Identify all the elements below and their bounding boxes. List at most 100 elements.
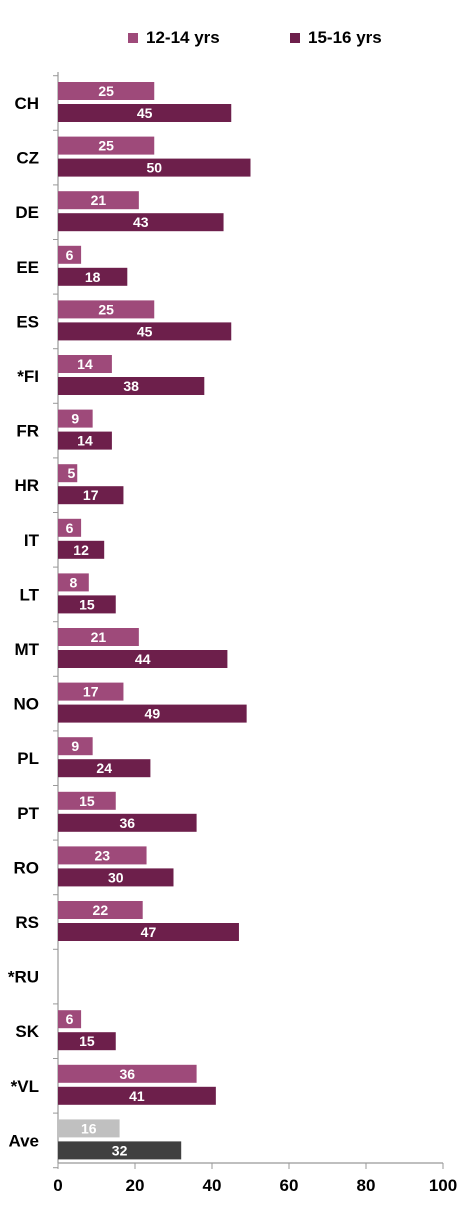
bar-12-14-HR xyxy=(58,464,78,483)
category-label-HR: HR xyxy=(14,476,39,495)
bar-15-16-RS xyxy=(58,923,239,941)
bar-12-14-star-FI xyxy=(58,355,112,373)
value-label-12-14-star-VL: 36 xyxy=(120,1066,136,1082)
value-label-15-16-EE: 18 xyxy=(85,269,101,285)
value-label-15-16-DE: 43 xyxy=(133,214,149,230)
category-label-PL: PL xyxy=(17,749,39,768)
legend-swatch-15-16 xyxy=(290,33,300,43)
bar-12-14-EE xyxy=(58,245,82,264)
bar-12-14-NO xyxy=(58,682,124,701)
bar-15-16-Ave xyxy=(58,1141,182,1160)
bar-15-16-ES xyxy=(58,322,232,341)
value-label-12-14-DE: 21 xyxy=(91,192,107,208)
bar-12-14-PT xyxy=(58,791,116,810)
value-label-15-16-LT: 15 xyxy=(79,596,95,612)
value-label-15-16-IT: 12 xyxy=(73,542,89,558)
category-label-SK: SK xyxy=(15,1022,39,1041)
value-label-12-14-PT: 15 xyxy=(79,793,95,809)
bar-15-16-PL xyxy=(58,759,151,778)
value-label-15-16-star-VL: 41 xyxy=(129,1088,145,1104)
category-label-DE: DE xyxy=(15,203,39,222)
value-label-15-16-star-FI: 38 xyxy=(123,378,139,394)
bar-15-16-star-FI xyxy=(58,377,205,395)
bar-12-14-LT xyxy=(58,573,89,592)
bar-12-14-MT xyxy=(58,628,139,646)
bar-15-16-PT xyxy=(58,813,197,832)
category-label-MT: MT xyxy=(14,640,39,659)
value-label-15-16-CZ: 50 xyxy=(146,160,162,176)
value-label-15-16-HR: 17 xyxy=(83,487,99,503)
category-label-ES: ES xyxy=(16,312,39,331)
value-label-12-14-HR: 5 xyxy=(67,465,75,481)
x-tick-label-100: 100 xyxy=(429,1176,457,1195)
legend-swatch-12-14 xyxy=(128,33,138,43)
value-label-15-16-RO: 30 xyxy=(108,869,124,885)
bar-12-14-star-VL xyxy=(58,1064,197,1083)
bar-12-14-CZ xyxy=(58,136,155,155)
category-label-CH: CH xyxy=(14,94,39,113)
category-label-PT: PT xyxy=(17,804,39,823)
x-tick-label-80: 80 xyxy=(357,1176,376,1195)
value-label-12-14-FR: 9 xyxy=(71,411,79,427)
category-label-FR: FR xyxy=(16,422,39,441)
value-label-15-16-PT: 36 xyxy=(120,815,136,831)
bar-15-16-RO xyxy=(58,868,174,887)
bar-15-16-DE xyxy=(58,213,224,232)
category-label-NO: NO xyxy=(14,695,40,714)
legend-label-15-16: 15-16 yrs xyxy=(308,28,382,47)
value-label-12-14-Ave: 16 xyxy=(81,1120,97,1136)
bar-15-16-FR xyxy=(58,431,112,450)
value-label-15-16-NO: 49 xyxy=(145,706,161,722)
bar-12-14-IT xyxy=(58,518,82,537)
category-label-LT: LT xyxy=(19,585,39,604)
value-label-12-14-LT: 8 xyxy=(70,574,78,590)
bar-15-16-IT xyxy=(58,540,105,559)
bar-15-16-MT xyxy=(58,650,228,668)
category-label-RO: RO xyxy=(14,858,40,877)
legend-item-12-14: 12-14 yrs xyxy=(128,28,220,48)
x-tick-label-0: 0 xyxy=(53,1176,62,1195)
value-label-12-14-CZ: 25 xyxy=(98,138,114,154)
value-label-12-14-ES: 25 xyxy=(98,301,114,317)
value-label-15-16-FR: 14 xyxy=(77,433,93,449)
value-label-12-14-EE: 6 xyxy=(66,247,74,263)
bar-12-14-PL xyxy=(58,737,93,756)
x-tick-label-40: 40 xyxy=(203,1176,222,1195)
x-tick-label-20: 20 xyxy=(126,1176,145,1195)
value-label-12-14-star-FI: 14 xyxy=(77,356,93,372)
category-label-EE: EE xyxy=(16,258,39,277)
value-label-15-16-Ave: 32 xyxy=(112,1142,128,1158)
category-label-star-FI: *FI xyxy=(17,367,39,386)
value-label-12-14-NO: 17 xyxy=(83,684,99,700)
category-label-star-VL: *VL xyxy=(11,1077,39,1096)
category-label-RS: RS xyxy=(15,913,39,932)
bar-15-16-SK xyxy=(58,1032,116,1051)
bar-15-16-EE xyxy=(58,267,128,286)
bar-15-16-star-VL xyxy=(58,1086,216,1105)
x-tick-label-60: 60 xyxy=(280,1176,299,1195)
bar-15-16-HR xyxy=(58,486,124,505)
bar-15-16-LT xyxy=(58,595,116,614)
value-label-12-14-CH: 25 xyxy=(98,83,114,99)
value-label-15-16-PL: 24 xyxy=(96,760,112,776)
value-label-15-16-MT: 44 xyxy=(135,651,151,667)
category-label-IT: IT xyxy=(24,531,40,550)
bar-12-14-RS xyxy=(58,901,143,919)
value-label-12-14-RO: 23 xyxy=(94,847,110,863)
legend-label-12-14: 12-14 yrs xyxy=(146,28,220,47)
category-label-Ave: Ave xyxy=(8,1131,39,1150)
value-label-15-16-CH: 45 xyxy=(137,105,153,121)
value-label-12-14-PL: 9 xyxy=(71,738,79,754)
bar-12-14-DE xyxy=(58,191,139,210)
value-label-12-14-IT: 6 xyxy=(66,520,74,536)
bar-15-16-CZ xyxy=(58,158,251,177)
bar-12-14-RO xyxy=(58,846,147,865)
bar-12-14-CH xyxy=(58,82,155,100)
value-label-15-16-SK: 15 xyxy=(79,1033,95,1049)
category-label-star-RU: *RU xyxy=(8,968,39,987)
bar-12-14-SK xyxy=(58,1010,82,1029)
value-label-15-16-ES: 45 xyxy=(137,323,153,339)
bar-15-16-NO xyxy=(58,704,247,723)
bar-12-14-ES xyxy=(58,300,155,319)
